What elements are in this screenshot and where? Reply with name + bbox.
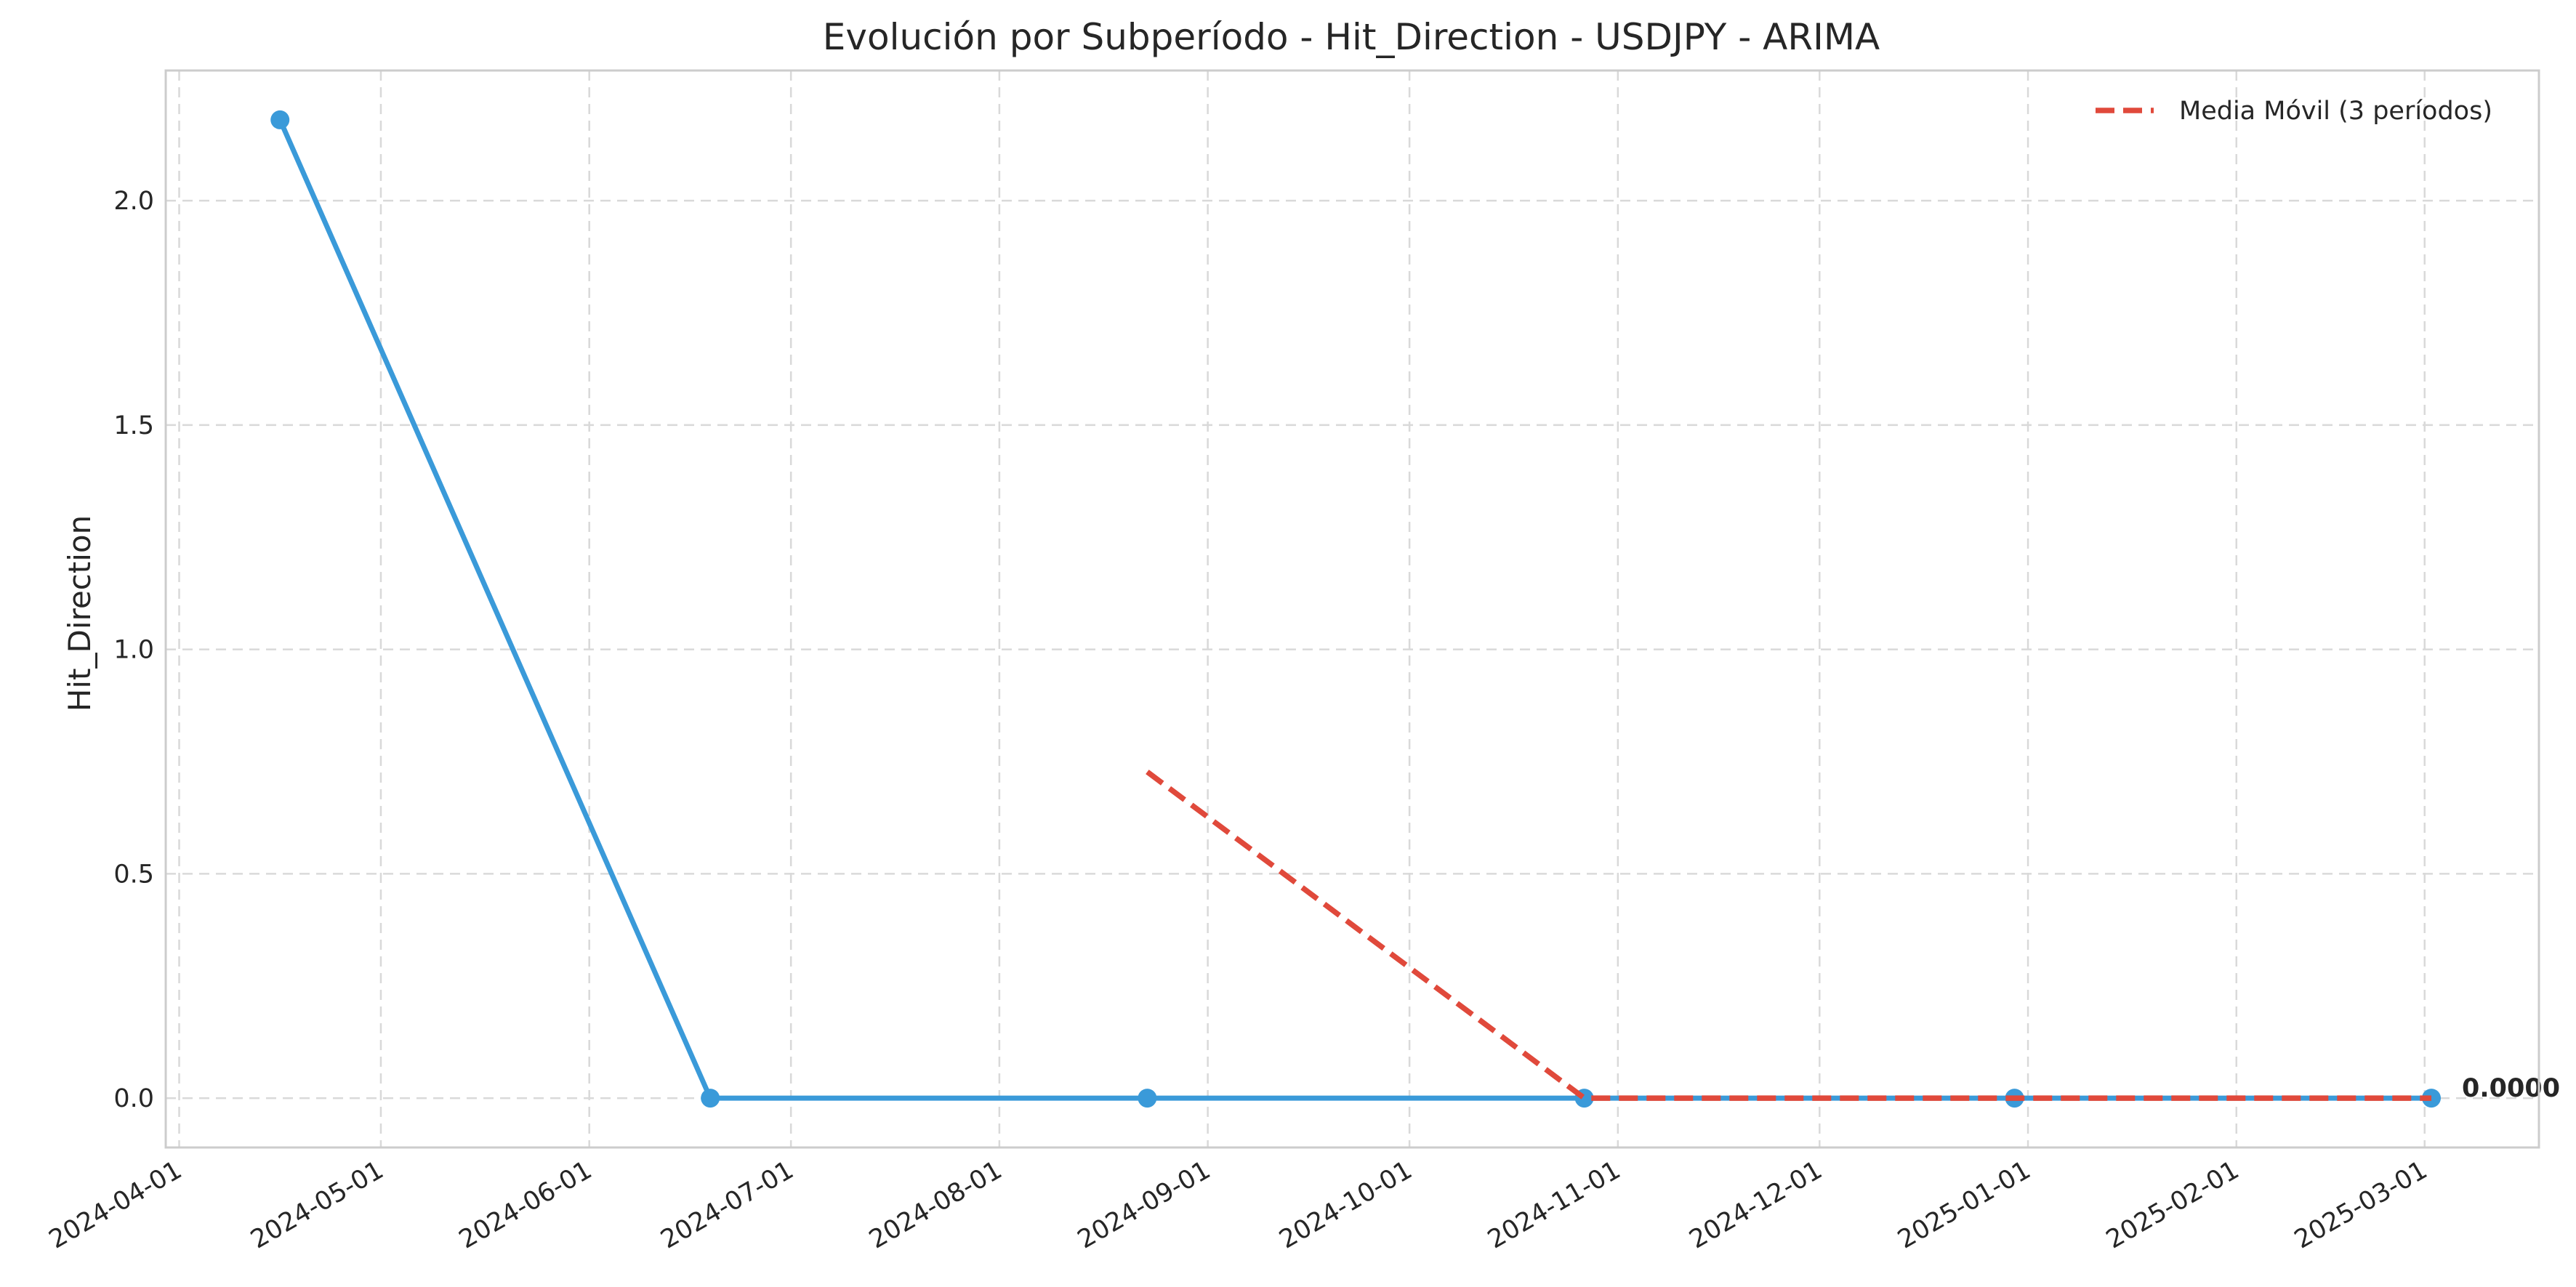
x-tick-label: 2025-01-01 bbox=[1893, 1155, 2035, 1254]
x-tick-label: 2024-11-01 bbox=[1483, 1155, 1625, 1254]
last-value-label: 0.0000 bbox=[2462, 1074, 2560, 1103]
x-tick-label: 2024-08-01 bbox=[864, 1155, 1007, 1254]
x-tick-label: 2024-06-01 bbox=[454, 1155, 597, 1254]
x-tick-label: 2024-05-01 bbox=[246, 1155, 388, 1254]
data-labels: 0.0000 bbox=[2462, 1074, 2560, 1103]
data-point-marker bbox=[701, 1089, 720, 1108]
moving-average-line bbox=[1146, 770, 2432, 1101]
x-tick-label: 2024-12-01 bbox=[1685, 1155, 1827, 1254]
legend: Media Móvil (3 períodos) bbox=[2096, 97, 2492, 126]
x-tick-label: 2024-07-01 bbox=[656, 1155, 799, 1254]
y-tick-label: 1.0 bbox=[113, 636, 154, 665]
y-axis-label: Hit_Direction bbox=[62, 515, 97, 711]
x-tick-label: 2025-02-01 bbox=[2101, 1155, 2244, 1254]
y-tick-label: 2.0 bbox=[113, 187, 154, 216]
data-point-marker bbox=[1138, 1089, 1157, 1108]
plot-frame bbox=[164, 69, 2540, 1149]
chart-title: Evolución por Subperíodo - Hit_Direction… bbox=[823, 16, 1880, 58]
hit-direction-line bbox=[278, 118, 2432, 1101]
y-tick-label: 0.5 bbox=[113, 860, 154, 889]
data-point-marker bbox=[270, 110, 290, 129]
tick-labels: 2024-04-01 2024-05-01 2024-06-01 2024-07-01… bbox=[44, 187, 2432, 1254]
y-tick-label: 0.0 bbox=[113, 1084, 154, 1113]
x-tick-label: 2025-03-01 bbox=[2290, 1155, 2432, 1254]
x-tick-label: 2024-09-01 bbox=[1073, 1155, 1215, 1254]
series-layer bbox=[270, 110, 2442, 1108]
y-tick-label: 1.5 bbox=[113, 411, 154, 440]
x-tick-label: 2024-10-01 bbox=[1274, 1155, 1417, 1254]
legend-label: Media Móvil (3 períodos) bbox=[2179, 97, 2492, 126]
x-tick-label: 2024-04-01 bbox=[44, 1155, 187, 1254]
grid-lines bbox=[166, 70, 2539, 1147]
